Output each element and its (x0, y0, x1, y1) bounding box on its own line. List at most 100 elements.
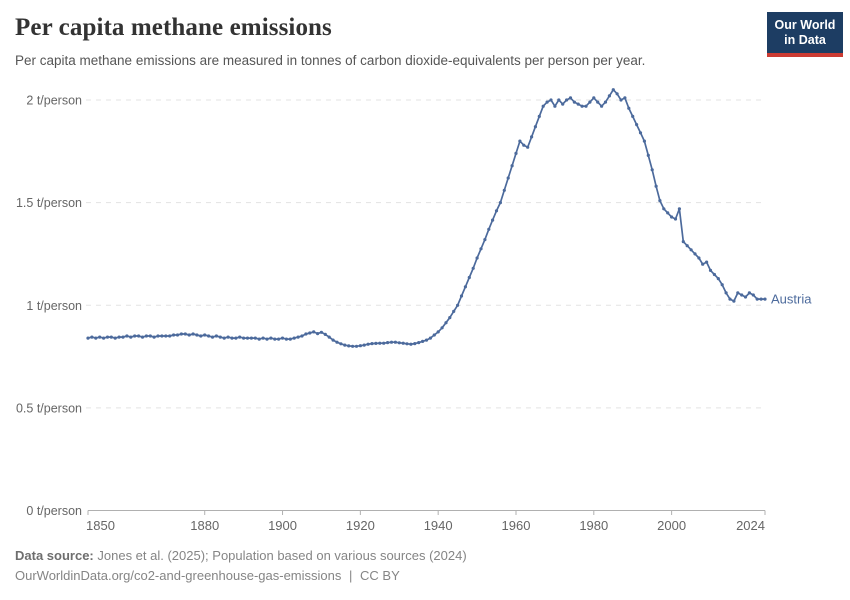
data-point[interactable] (592, 96, 596, 100)
data-point[interactable] (533, 125, 538, 129)
data-point[interactable] (545, 100, 549, 104)
data-point[interactable] (479, 247, 483, 251)
data-point[interactable] (277, 337, 281, 341)
data-point[interactable] (459, 294, 464, 298)
data-point[interactable] (681, 240, 685, 244)
data-point[interactable] (740, 293, 744, 297)
data-point[interactable] (312, 330, 316, 334)
data-point[interactable] (331, 338, 335, 342)
data-point[interactable] (386, 341, 390, 345)
data-point[interactable] (491, 218, 495, 222)
data-point[interactable] (362, 343, 366, 347)
data-point[interactable] (728, 297, 732, 301)
data-point[interactable] (498, 201, 502, 205)
data-point[interactable] (627, 106, 631, 110)
data-point[interactable] (257, 337, 261, 341)
data-point[interactable] (463, 285, 467, 289)
data-point[interactable] (432, 333, 436, 337)
data-point[interactable] (203, 333, 207, 337)
data-point[interactable] (366, 342, 370, 346)
data-point[interactable] (351, 344, 355, 348)
data-point[interactable] (323, 332, 327, 336)
austria-line-series[interactable] (87, 88, 765, 348)
data-point[interactable] (673, 217, 678, 221)
data-point[interactable] (736, 291, 740, 295)
data-point[interactable] (568, 96, 573, 100)
data-point[interactable] (677, 207, 682, 211)
data-point[interactable] (603, 100, 608, 104)
data-point[interactable] (666, 211, 670, 215)
data-point[interactable] (370, 342, 374, 346)
data-point[interactable] (693, 252, 697, 256)
data-point[interactable] (156, 334, 160, 338)
data-point[interactable] (537, 114, 541, 118)
data-point[interactable] (526, 145, 530, 149)
data-point[interactable] (113, 336, 117, 340)
data-point[interactable] (428, 336, 432, 340)
data-point[interactable] (269, 336, 273, 340)
data-point[interactable] (712, 272, 717, 277)
data-point[interactable] (179, 332, 183, 336)
data-point[interactable] (448, 316, 452, 320)
data-point[interactable] (175, 333, 180, 337)
license-link[interactable]: CC BY (360, 567, 400, 583)
data-point[interactable] (732, 299, 736, 303)
data-point[interactable] (300, 334, 304, 338)
data-point[interactable] (580, 104, 584, 108)
data-point[interactable] (417, 341, 421, 345)
data-point[interactable] (697, 256, 701, 260)
owid-logo[interactable]: Our World in Data (767, 12, 843, 57)
data-point[interactable] (530, 135, 534, 139)
data-point[interactable] (265, 337, 269, 341)
data-point[interactable] (747, 291, 752, 295)
data-point[interactable] (347, 344, 351, 348)
data-point[interactable] (249, 336, 253, 340)
data-point[interactable] (685, 244, 689, 248)
data-point[interactable] (319, 330, 323, 334)
data-point[interactable] (654, 184, 658, 188)
data-point[interactable] (584, 104, 588, 108)
data-point[interactable] (129, 335, 133, 339)
data-point[interactable] (401, 341, 405, 345)
data-point[interactable] (343, 343, 347, 347)
data-point[interactable] (502, 188, 506, 192)
data-point[interactable] (210, 335, 215, 339)
data-point[interactable] (522, 143, 526, 147)
data-point[interactable] (452, 309, 456, 313)
data-point[interactable] (273, 337, 277, 341)
data-point[interactable] (596, 100, 600, 104)
data-point[interactable] (658, 199, 662, 203)
data-point[interactable] (234, 336, 238, 340)
data-point[interactable] (393, 340, 397, 344)
data-point[interactable] (339, 342, 343, 346)
data-point[interactable] (436, 330, 440, 334)
data-point[interactable] (689, 248, 693, 252)
data-point[interactable] (354, 344, 359, 348)
data-point[interactable] (467, 275, 471, 280)
data-point[interactable] (172, 333, 176, 337)
data-point[interactable] (541, 104, 545, 108)
data-point[interactable] (316, 332, 320, 336)
data-point[interactable] (724, 291, 728, 295)
data-point[interactable] (199, 334, 203, 338)
data-point[interactable] (440, 326, 444, 330)
data-point[interactable] (424, 338, 429, 342)
data-point[interactable] (471, 266, 475, 270)
data-point[interactable] (561, 102, 565, 106)
data-point[interactable] (514, 151, 518, 155)
data-point[interactable] (308, 331, 312, 335)
data-point[interactable] (553, 104, 557, 108)
data-point[interactable] (743, 295, 748, 299)
data-point[interactable] (751, 293, 755, 297)
data-point[interactable] (117, 335, 121, 339)
data-point[interactable] (374, 341, 378, 345)
data-point[interactable] (607, 94, 612, 98)
data-point[interactable] (86, 336, 90, 340)
data-point[interactable] (168, 334, 172, 338)
data-point[interactable] (662, 207, 666, 211)
data-point[interactable] (646, 153, 650, 157)
data-point[interactable] (409, 342, 413, 346)
data-point[interactable] (456, 303, 460, 307)
data-point[interactable] (549, 98, 553, 102)
